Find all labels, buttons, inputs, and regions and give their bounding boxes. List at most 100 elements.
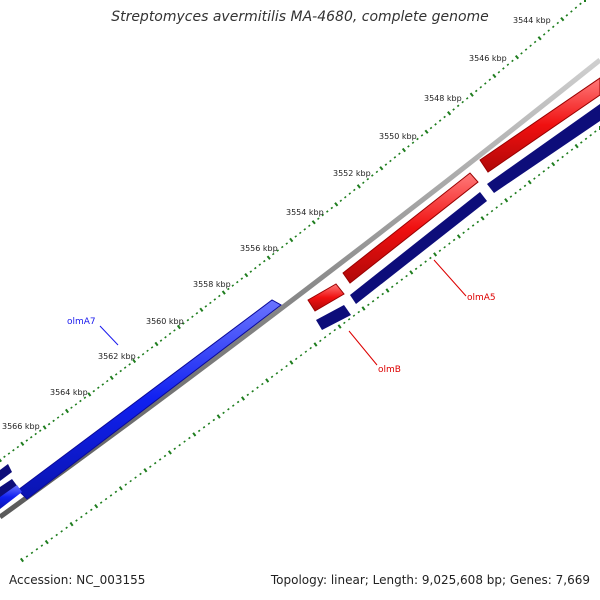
scale-minor-tick bbox=[285, 364, 288, 368]
scale-major-tick bbox=[118, 486, 123, 491]
scale-major-tick bbox=[361, 306, 366, 311]
scale-minor-tick bbox=[195, 311, 199, 315]
scale-minor-tick bbox=[263, 259, 266, 263]
scale-minor-tick bbox=[500, 202, 503, 206]
scale-minor-tick bbox=[420, 134, 424, 137]
scale-minor-tick bbox=[207, 422, 211, 425]
feature-red-upper[interactable] bbox=[479, 77, 600, 173]
scale-major-tick bbox=[132, 358, 137, 364]
scale-minor-tick bbox=[236, 280, 239, 284]
scale-minor-tick bbox=[523, 184, 527, 188]
scale-major-tick bbox=[401, 147, 406, 153]
scale-minor-tick bbox=[519, 188, 522, 191]
scale-minor-tick bbox=[407, 145, 410, 148]
scale-minor-tick bbox=[443, 246, 446, 249]
scale-minor-tick bbox=[484, 82, 487, 85]
scale-major-tick bbox=[94, 504, 99, 509]
scale-minor-tick bbox=[467, 227, 470, 231]
scale-minor-tick bbox=[303, 228, 307, 231]
feature-olmA5[interactable] bbox=[342, 172, 479, 284]
scale-minor-tick bbox=[168, 332, 172, 336]
feature-blue-left-fragment-2[interactable] bbox=[0, 485, 22, 509]
scale-minor-tick bbox=[309, 346, 312, 350]
scale-minor-tick bbox=[367, 303, 370, 307]
cds-dark-upper[interactable] bbox=[487, 104, 600, 193]
scale-minor-tick bbox=[357, 310, 361, 314]
scale-minor-tick bbox=[240, 277, 244, 280]
scale-minor-tick bbox=[308, 224, 311, 228]
scale-minor-tick bbox=[456, 104, 460, 108]
scale-major-tick bbox=[143, 468, 148, 473]
scale-minor-tick bbox=[186, 318, 190, 322]
scale-minor-tick bbox=[246, 393, 250, 397]
scale-minor-tick bbox=[231, 284, 235, 287]
scale-minor-tick bbox=[80, 515, 83, 519]
scale-minor-tick bbox=[202, 426, 206, 429]
scale-minor-tick bbox=[56, 416, 60, 419]
scale-minor-tick bbox=[384, 163, 388, 166]
scale-minor-tick bbox=[321, 213, 325, 217]
scale-minor-tick bbox=[393, 156, 397, 159]
scale-major-tick bbox=[492, 73, 497, 79]
scale-minor-tick bbox=[333, 328, 337, 332]
scale-minor-tick bbox=[7, 452, 11, 455]
scale-minor-tick bbox=[139, 472, 142, 476]
scale-minor-tick bbox=[429, 256, 432, 260]
scale-minor-tick bbox=[101, 383, 105, 386]
cds-dark-olmB[interactable] bbox=[316, 305, 351, 330]
scale-major-tick bbox=[289, 237, 294, 243]
scale-minor-tick bbox=[348, 192, 352, 195]
scale-minor-tick bbox=[347, 318, 351, 321]
scale-minor-tick bbox=[60, 530, 63, 533]
scale-minor-tick bbox=[129, 479, 132, 483]
scale-major-tick bbox=[20, 557, 24, 563]
scale-minor-tick bbox=[16, 445, 20, 449]
scale-minor-tick bbox=[462, 231, 465, 235]
scale-major-tick bbox=[311, 220, 316, 225]
scale-minor-tick bbox=[542, 170, 546, 173]
scale-minor-tick bbox=[97, 386, 100, 390]
scale-minor-tick bbox=[212, 418, 216, 422]
scale-major-tick bbox=[337, 324, 342, 329]
scale-major-tick bbox=[216, 414, 221, 419]
cds-dark-olmA5[interactable] bbox=[350, 192, 487, 304]
scale-minor-tick bbox=[416, 137, 419, 141]
tick-label: 3552 kbp bbox=[333, 169, 371, 178]
scale-minor-tick bbox=[529, 44, 532, 48]
scale-minor-tick bbox=[511, 59, 514, 63]
scale-minor-tick bbox=[490, 209, 494, 213]
cds-forward-dark-fragment[interactable] bbox=[0, 464, 12, 481]
scale-minor-tick bbox=[173, 329, 176, 332]
scale-major-tick bbox=[44, 539, 49, 545]
scale-minor-tick bbox=[173, 447, 177, 450]
scale-minor-tick bbox=[47, 422, 51, 426]
scale-minor-tick bbox=[149, 465, 152, 469]
feature-olmA7[interactable] bbox=[17, 299, 282, 500]
gene-label-olmA5[interactable]: olmA5 bbox=[467, 293, 496, 303]
scale-minor-tick bbox=[448, 242, 451, 245]
scale-major-tick bbox=[241, 396, 245, 401]
scale-major-tick bbox=[334, 202, 339, 207]
scale-minor-tick bbox=[280, 245, 284, 249]
tick-label: 3548 kbp bbox=[424, 94, 462, 103]
scale-minor-tick bbox=[197, 429, 201, 433]
scale-minor-tick bbox=[524, 48, 528, 51]
scale-minor-tick bbox=[276, 249, 280, 252]
scale-minor-tick bbox=[34, 432, 37, 436]
scale-minor-tick bbox=[424, 260, 427, 263]
scale-minor-tick bbox=[419, 264, 423, 267]
scale-major-tick bbox=[551, 161, 556, 167]
scale-minor-tick bbox=[299, 354, 303, 357]
feature-red-small[interactable] bbox=[307, 283, 345, 312]
scale-minor-tick bbox=[589, 133, 592, 137]
scale-major-tick bbox=[560, 16, 565, 22]
scale-minor-tick bbox=[270, 375, 274, 379]
scale-minor-tick bbox=[452, 238, 456, 242]
gene-label-olmA7[interactable]: olmA7 bbox=[67, 317, 96, 327]
scale-minor-tick bbox=[83, 396, 87, 400]
scale-minor-tick bbox=[227, 407, 230, 411]
gene-label-olmB[interactable]: olmB bbox=[378, 365, 401, 375]
scale-major-tick bbox=[42, 425, 47, 430]
scale-minor-tick bbox=[537, 173, 541, 177]
